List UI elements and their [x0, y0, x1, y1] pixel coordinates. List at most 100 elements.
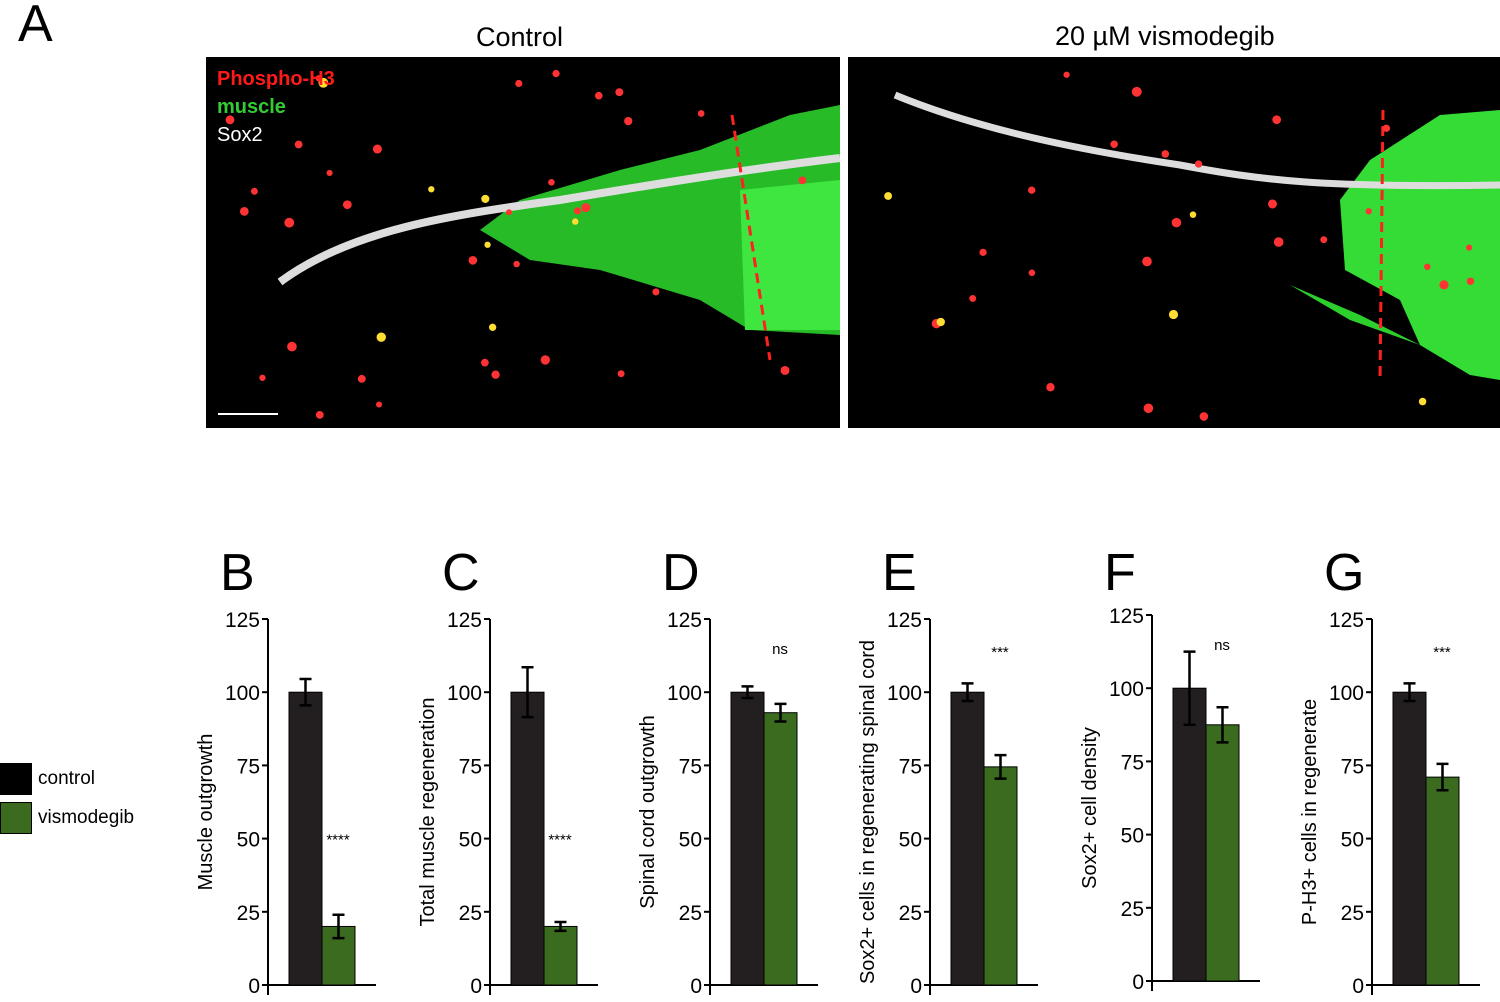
- y-tick-label: 125: [447, 609, 482, 632]
- legend-item-vismodegib: vismodegib: [0, 802, 134, 834]
- chart-d: D 0 25 50 75 100 125 Spinal cord outgrowth ns: [637, 544, 818, 998]
- bar-control: [1392, 691, 1427, 986]
- phospho-h3-nucleus: [376, 401, 383, 408]
- bar-vismodegib: [1425, 776, 1460, 986]
- phospho-h3-nucleus: [884, 192, 893, 200]
- y-tick-label: 125: [667, 609, 702, 632]
- phospho-h3-nucleus: [617, 370, 625, 378]
- significance-label: ns: [772, 641, 788, 658]
- phospho-h3-nucleus: [491, 370, 500, 379]
- y-axis-label: Spinal cord outgrowth: [637, 715, 659, 908]
- y-tick-label: 50: [1341, 829, 1364, 852]
- error-bar: [299, 677, 312, 707]
- error-bar: [332, 913, 345, 940]
- phospho-h3-nucleus: [1168, 309, 1179, 320]
- phospho-h3-nucleus: [1110, 140, 1118, 149]
- bar-vismodegib: [1205, 724, 1240, 982]
- error-bar: [741, 685, 754, 700]
- channel-label-phospho-h3: Phospho-H3: [217, 68, 335, 90]
- bar-control: [730, 691, 765, 986]
- panel-letter: E: [882, 544, 917, 602]
- phospho-h3-nucleus: [1189, 211, 1197, 218]
- channel-label-muscle: muscle: [217, 96, 286, 118]
- y-tick-label: 75: [679, 755, 702, 778]
- error-bar: [1403, 682, 1416, 703]
- bar-control: [950, 691, 985, 986]
- phospho-h3-nucleus: [250, 187, 258, 195]
- phospho-h3-nucleus: [428, 186, 435, 193]
- panel-letter-a: A: [18, 0, 53, 53]
- bar-control: [510, 691, 545, 986]
- y-tick-label: 0: [1132, 971, 1144, 994]
- phospho-h3-nucleus: [1320, 236, 1328, 244]
- phospho-h3-nucleus: [239, 206, 249, 216]
- y-tick-label: 100: [447, 682, 482, 705]
- vismodegib-title: 20 µM vismodegib: [1055, 21, 1275, 51]
- phospho-h3-nucleus: [488, 323, 497, 331]
- y-tick-label: 25: [899, 902, 922, 925]
- significance-label: ***: [991, 644, 1009, 661]
- phospho-h3-nucleus: [484, 241, 491, 248]
- phospho-h3-nucleus: [376, 332, 386, 342]
- error-bar: [554, 920, 567, 933]
- phospho-h3-nucleus: [284, 217, 295, 228]
- y-tick-label: 50: [679, 829, 702, 852]
- control-title: Control: [476, 22, 564, 52]
- phospho-h3-nucleus: [342, 200, 352, 210]
- phospho-h3-nucleus: [780, 365, 790, 375]
- significance-label: ****: [326, 832, 350, 849]
- y-tick-label: 100: [887, 682, 922, 705]
- y-tick-label: 50: [459, 829, 482, 852]
- legend-swatch-vismodegib: [0, 802, 32, 834]
- phospho-h3-nucleus: [652, 288, 660, 296]
- phospho-h3-nucleus: [294, 140, 303, 149]
- phospho-h3-nucleus: [548, 178, 555, 186]
- panel-letter: F: [1104, 544, 1136, 602]
- legend-swatch-control: [0, 763, 32, 795]
- panel-letter: G: [1324, 544, 1364, 602]
- bar-vismodegib: [763, 712, 798, 986]
- phospho-h3-nucleus: [1131, 86, 1142, 97]
- y-tick-label: 125: [1329, 609, 1364, 632]
- control-amputation-line: [730, 114, 772, 361]
- phospho-h3-nucleus: [1439, 280, 1449, 290]
- error-bar: [1436, 762, 1449, 792]
- chart-c: C 0 25 50 75 100 125 Total muscle regeneration *…: [417, 544, 598, 998]
- bar-charts: B 0 25 50 75 100 125 Muscle outgrowth **** C 0 25 50…: [195, 544, 1480, 998]
- y-axis-label: Muscle outgrowth: [195, 734, 217, 891]
- error-bar: [961, 682, 974, 703]
- phospho-h3-nucleus: [515, 79, 523, 88]
- significance-label: ***: [1433, 644, 1451, 661]
- chart-g: G 0 25 50 75 100 125 P-H3+ cells in regenerate *…: [1299, 544, 1480, 998]
- panel-letter: D: [662, 544, 700, 602]
- y-tick-label: 75: [1121, 751, 1144, 774]
- y-tick-label: 75: [1341, 755, 1364, 778]
- y-tick-label: 0: [248, 975, 260, 998]
- y-tick-label: 25: [679, 902, 702, 925]
- phospho-h3-nucleus: [372, 144, 382, 154]
- phospho-h3-nucleus: [505, 209, 513, 216]
- control-spinal-cord: [277, 154, 841, 286]
- phospho-h3-nucleus: [572, 218, 579, 225]
- y-tick-label: 0: [910, 975, 922, 998]
- error-bar: [994, 753, 1007, 780]
- phospho-h3-nucleus: [615, 88, 624, 97]
- phospho-h3-nucleus: [1466, 277, 1475, 285]
- phospho-h3-nucleus: [326, 169, 333, 176]
- phospho-h3-nucleus: [1171, 217, 1182, 228]
- phospho-h3-nucleus: [1466, 244, 1473, 251]
- y-tick-label: 50: [899, 829, 922, 852]
- phospho-h3-nucleus: [1161, 150, 1170, 158]
- y-tick-label: 25: [459, 902, 482, 925]
- phospho-h3-nucleus: [1272, 115, 1282, 125]
- panel-letter: B: [220, 544, 255, 602]
- phospho-h3-nucleus: [1382, 124, 1391, 133]
- phospho-h3-nucleus: [594, 91, 603, 100]
- error-bar: [1183, 650, 1196, 727]
- phospho-h3-nucleus: [1142, 256, 1152, 267]
- y-tick-label: 100: [225, 682, 260, 705]
- vismodegib-muscle-signal: [1290, 110, 1500, 380]
- phospho-h3-nucleus: [1063, 71, 1070, 78]
